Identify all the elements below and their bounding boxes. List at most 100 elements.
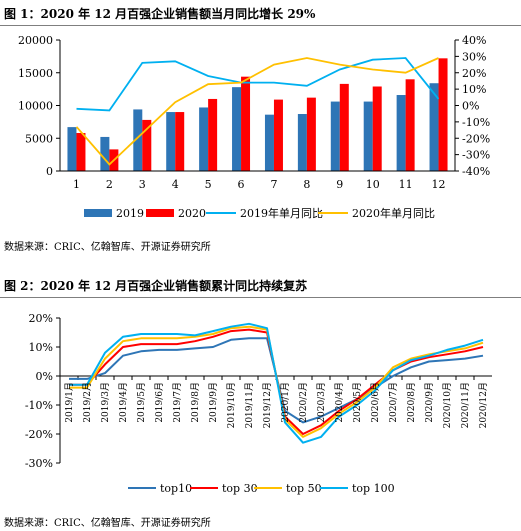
- right-axis-tick-label: -30%: [462, 149, 490, 162]
- bar-2020-8: [306, 97, 316, 171]
- bar-2020-10: [372, 86, 382, 171]
- legend-swatch-1: [146, 209, 174, 217]
- legend-label-2: 2019年单月同比: [240, 206, 323, 220]
- x-tick-label: 2020/6月: [370, 382, 381, 423]
- bar-2019-9: [330, 101, 340, 171]
- bar-2019-12: [429, 83, 439, 171]
- left-axis-tick-label: 20000: [18, 34, 53, 47]
- x-tick-label: 2020/9月: [424, 382, 435, 423]
- bar-2020-1: [76, 133, 86, 171]
- legend-label-1: 2020: [178, 207, 206, 220]
- series-line-3: [75, 57, 439, 166]
- chart1-monthly-sales: 0 5000 10000 15000 20000 40% 30% 20% 10% 0% -10% -2…: [18, 34, 490, 220]
- x-tick-label: 2020/7月: [388, 382, 399, 423]
- bar-2019-5: [199, 107, 209, 171]
- left-axis-tick-label: 0: [46, 165, 53, 178]
- left-axis-tick-label: 10000: [18, 100, 53, 113]
- x-tick-label: 2020/10月: [442, 382, 453, 428]
- bar-2020-12: [438, 58, 448, 172]
- left-axis-tick-label: 5000: [25, 132, 53, 145]
- x-tick-label: 2020/3月: [316, 382, 327, 423]
- bar-2020-4: [175, 112, 185, 171]
- x-tick-label: 12: [432, 178, 446, 191]
- legend-label-0: 2019: [116, 207, 144, 220]
- x-tick-label: 2019/10月: [226, 382, 237, 428]
- x-tick-label: 3: [139, 178, 146, 191]
- bar-2020-9: [339, 83, 349, 171]
- right-axis-tick-label: -20%: [462, 132, 490, 145]
- figure1-title-rule: [0, 25, 521, 26]
- x-tick-label: 7: [270, 178, 277, 191]
- x-tick-label: 2020/1月: [280, 382, 291, 423]
- bar-2020-5: [208, 98, 218, 171]
- x-tick-label: 2019/3月: [100, 382, 111, 423]
- bar-2019-7: [264, 114, 274, 171]
- right-axis-tick-label: 30%: [462, 50, 486, 63]
- bar-2019-11: [396, 95, 406, 171]
- bar-2019-10: [363, 101, 373, 171]
- x-tick-label: 11: [399, 178, 413, 191]
- bar-2019-1: [67, 127, 77, 171]
- bar-2020-11: [405, 79, 415, 171]
- chart2-cumulative-sales: 20% 10% 0% -10% -20% -30% 2019/1月 2019/2月 2019/3…: [25, 312, 492, 495]
- x-tick-label: 2019/9月: [208, 382, 219, 423]
- bar-2020-7: [273, 99, 283, 171]
- bar-2020-6: [241, 76, 251, 171]
- x-tick-label: 1: [73, 178, 80, 191]
- series-line-top100: [69, 322, 484, 444]
- legend-swatch-0: [84, 209, 112, 217]
- x-tick-label: 2019/7月: [172, 382, 183, 423]
- series-line-top50: [69, 325, 484, 438]
- figure1-source: 数据来源：CRIC、亿翰智库、开源证券研究所: [4, 242, 211, 253]
- bar-2019-2: [100, 136, 110, 171]
- bar-2019-4: [166, 112, 176, 171]
- x-tick-label: 2019/6月: [154, 382, 165, 423]
- x-tick-label: 2019/1月: [64, 382, 75, 423]
- y-axis-tick-label: 20%: [29, 312, 53, 325]
- x-tick-label: 2019/5月: [136, 382, 147, 423]
- right-axis-tick-label: 10%: [462, 83, 486, 96]
- series-line-top30: [69, 328, 484, 435]
- x-tick-label: 2020/2月: [298, 382, 309, 423]
- y-axis-tick-label: 0%: [36, 370, 53, 383]
- legend-label-0: top10: [160, 482, 192, 495]
- right-axis-tick-label: 40%: [462, 34, 486, 47]
- x-tick-label: 2020/12月: [478, 382, 489, 428]
- right-axis-tick-label: -40%: [462, 165, 490, 178]
- x-tick-label: 2019/4月: [118, 382, 129, 423]
- bar-2019-6: [232, 87, 242, 171]
- x-tick-label: 2019/12月: [262, 382, 273, 428]
- legend-label-2: top 50: [286, 482, 322, 495]
- x-tick-label: 2: [106, 178, 113, 191]
- right-axis-tick-label: 0%: [462, 100, 479, 113]
- left-axis-tick-label: 15000: [18, 67, 53, 80]
- x-tick-label: 2020/11月: [460, 382, 471, 428]
- x-tick-label: 2019/11月: [244, 382, 255, 428]
- x-tick-label: 10: [366, 178, 380, 191]
- x-tick-label: 9: [336, 178, 343, 191]
- x-tick-label: 2020/4月: [334, 382, 345, 423]
- y-axis-tick-label: -10%: [25, 399, 53, 412]
- legend-label-1: top 30: [222, 482, 258, 495]
- figure2-source: 数据来源：CRIC、亿翰智库、开源证券研究所: [4, 518, 211, 529]
- x-tick-label: 4: [172, 178, 179, 191]
- x-tick-label: 6: [238, 178, 245, 191]
- x-tick-label: 2020/5月: [352, 382, 363, 423]
- y-axis-tick-label: -20%: [25, 428, 53, 441]
- legend-label-3: 2020年单月同比: [352, 206, 435, 220]
- figure2-title: 图 2：2020 年 12 月百强企业销售额累计同比持续复苏: [4, 279, 308, 293]
- bar-2019-3: [133, 109, 143, 171]
- series-line-2: [76, 57, 440, 112]
- y-axis-tick-label: 10%: [29, 341, 53, 354]
- x-tick-label: 2019/8月: [190, 382, 201, 423]
- figure1-title: 图 1：2020 年 12 月百强企业销售额当月同比增长 29%: [4, 7, 316, 21]
- right-axis-tick-label: -10%: [462, 116, 490, 129]
- x-tick-label: 5: [205, 178, 212, 191]
- x-tick-label: 2019/2月: [82, 382, 93, 423]
- legend-label-3: top 100: [352, 482, 395, 495]
- bar-2020-3: [142, 119, 152, 171]
- x-tick-label: 2020/8月: [406, 382, 417, 423]
- bar-2019-8: [297, 114, 307, 171]
- figure2-title-rule: [0, 297, 521, 298]
- y-axis-tick-label: -30%: [25, 457, 53, 470]
